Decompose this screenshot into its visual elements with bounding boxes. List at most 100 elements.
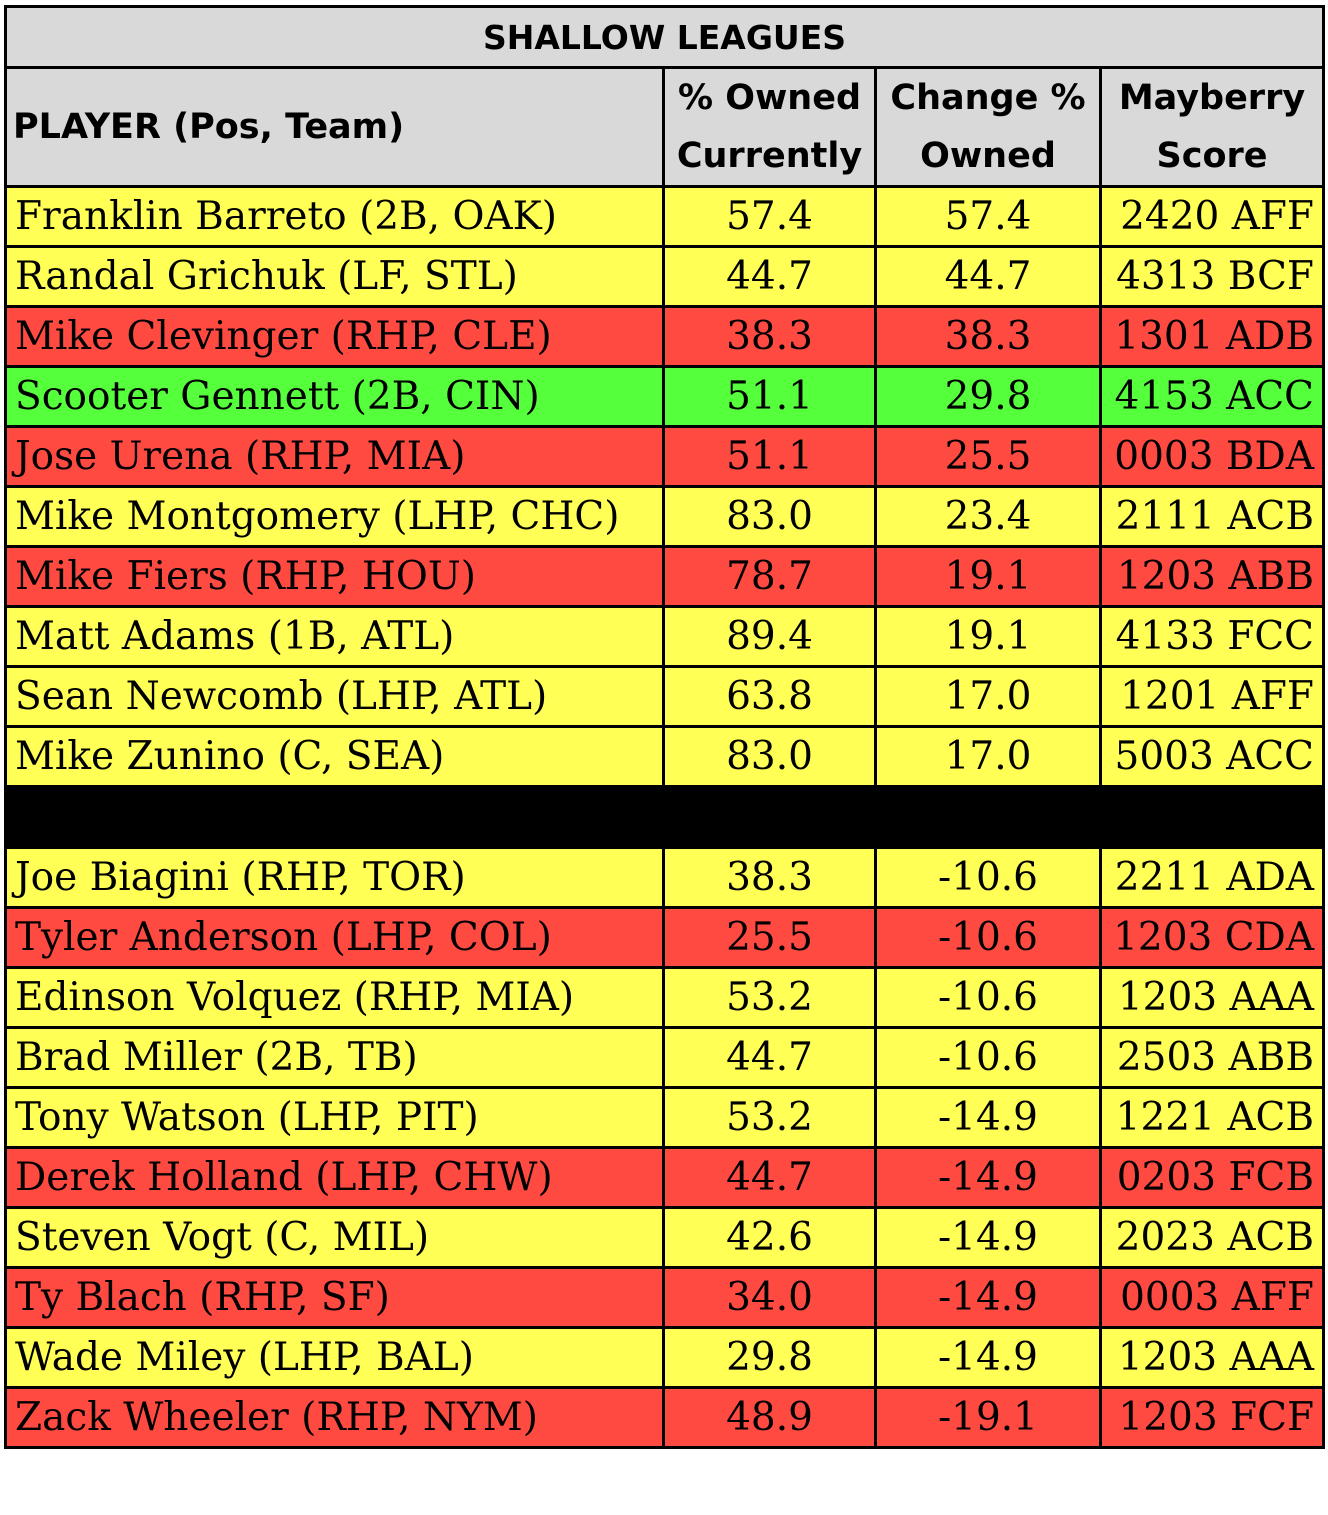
change-cell: -10.6 xyxy=(874,846,1102,909)
change-cell: -10.6 xyxy=(874,1026,1102,1089)
owned-cell: 89.4 xyxy=(662,605,877,668)
owned-cell: 83.0 xyxy=(662,725,877,788)
player-name-cell: Wade Miley (LHP, BAL) xyxy=(4,1326,665,1389)
change-cell: -14.9 xyxy=(874,1206,1102,1269)
score-cell: 1203 FCF xyxy=(1099,1386,1325,1449)
change-cell: 44.7 xyxy=(874,245,1102,308)
score-cell: 2503 ABB xyxy=(1099,1026,1325,1089)
change-cell: -14.9 xyxy=(874,1326,1102,1389)
change-cell: 25.5 xyxy=(874,425,1102,488)
header-owned-line1: % Owned xyxy=(677,78,862,118)
change-cell: 17.0 xyxy=(874,665,1102,728)
player-name-cell: Joe Biagini (RHP, TOR) xyxy=(4,846,665,909)
owned-cell: 44.7 xyxy=(662,245,877,308)
player-name-cell: Mike Clevinger (RHP, CLE) xyxy=(4,305,665,368)
player-name-cell: Tyler Anderson (LHP, COL) xyxy=(4,906,665,969)
separator-body xyxy=(4,785,1325,849)
player-name-cell: Brad Miller (2B, TB) xyxy=(4,1026,665,1089)
owned-cell: 25.5 xyxy=(662,906,877,969)
table-row: Edinson Volquez (RHP, MIA) 53.2 -10.6 1203 … xyxy=(4,966,1325,1029)
owned-cell: 78.7 xyxy=(662,545,877,608)
player-name-cell: Zack Wheeler (RHP, NYM) xyxy=(4,1386,665,1449)
table-row: Joe Biagini (RHP, TOR) 38.3 -10.6 2211 ADA xyxy=(4,846,1325,909)
score-cell: 4133 FCC xyxy=(1099,605,1325,668)
table-row: Steven Vogt (C, MIL) 42.6 -14.9 2023 ACB xyxy=(4,1206,1325,1269)
table-row: Brad Miller (2B, TB) 44.7 -10.6 2503 ABB xyxy=(4,1026,1325,1089)
score-cell: 0003 BDA xyxy=(1099,425,1325,488)
score-cell: 2211 ADA xyxy=(1099,846,1325,909)
score-cell: 2023 ACB xyxy=(1099,1206,1325,1269)
change-cell: -14.9 xyxy=(874,1086,1102,1149)
change-cell: 19.1 xyxy=(874,545,1102,608)
change-cell: 19.1 xyxy=(874,605,1102,668)
section-separator xyxy=(4,785,1325,849)
ownership-table-container: SHALLOW LEAGUES PLAYER (Pos, Team) % Own… xyxy=(4,5,1325,1449)
change-cell: 29.8 xyxy=(874,365,1102,428)
risers-body: Franklin Barreto (2B, OAK) 57.4 57.4 2420 A… xyxy=(4,185,1325,788)
table-row: Scooter Gennett (2B, CIN) 51.1 29.8 4153 AC… xyxy=(4,365,1325,428)
player-name-cell: Jose Urena (RHP, MIA) xyxy=(4,425,665,488)
change-cell: 57.4 xyxy=(874,185,1102,248)
owned-cell: 63.8 xyxy=(662,665,877,728)
score-cell: 4153 ACC xyxy=(1099,365,1325,428)
score-cell: 1203 ABB xyxy=(1099,545,1325,608)
table-row: Ty Blach (RHP, SF) 34.0 -14.9 0003 AFF xyxy=(4,1266,1325,1329)
player-name-cell: Steven Vogt (C, MIL) xyxy=(4,1206,665,1269)
score-cell: 1203 CDA xyxy=(1099,906,1325,969)
table-row: Mike Fiers (RHP, HOU) 78.7 19.1 1203 ABB xyxy=(4,545,1325,608)
owned-cell: 83.0 xyxy=(662,485,877,548)
change-cell: 17.0 xyxy=(874,725,1102,788)
header-change-line1: Change % xyxy=(890,78,1086,118)
owned-cell: 38.3 xyxy=(662,305,877,368)
header-change: Change % Owned xyxy=(874,66,1102,188)
table-row: Tony Watson (LHP, PIT) 53.2 -14.9 1221 ACB xyxy=(4,1086,1325,1149)
player-name-cell: Derek Holland (LHP, CHW) xyxy=(4,1146,665,1209)
score-cell: 1203 AAA xyxy=(1099,1326,1325,1389)
change-cell: -14.9 xyxy=(874,1266,1102,1329)
table-title: SHALLOW LEAGUES xyxy=(4,5,1325,69)
fallers-body: Joe Biagini (RHP, TOR) 38.3 -10.6 2211 ADA T… xyxy=(4,846,1325,1449)
owned-cell: 38.3 xyxy=(662,846,877,909)
owned-cell: 44.7 xyxy=(662,1026,877,1089)
player-name-cell: Franklin Barreto (2B, OAK) xyxy=(4,185,665,248)
score-cell: 1301 ADB xyxy=(1099,305,1325,368)
header-score-line1: Mayberry xyxy=(1118,78,1306,118)
player-name-cell: Tony Watson (LHP, PIT) xyxy=(4,1086,665,1149)
header-score-line2: Score xyxy=(1156,136,1268,176)
change-cell: -14.9 xyxy=(874,1146,1102,1209)
player-name-cell: Edinson Volquez (RHP, MIA) xyxy=(4,966,665,1029)
player-name-cell: Matt Adams (1B, ATL) xyxy=(4,605,665,668)
table-row: Zack Wheeler (RHP, NYM) 48.9 -19.1 1203 FCF xyxy=(4,1386,1325,1449)
score-cell: 1203 AAA xyxy=(1099,966,1325,1029)
owned-cell: 29.8 xyxy=(662,1326,877,1389)
header-change-line2: Owned xyxy=(920,136,1056,176)
owned-cell: 57.4 xyxy=(662,185,877,248)
header-player: PLAYER (Pos, Team) xyxy=(4,66,665,188)
score-cell: 0003 AFF xyxy=(1099,1266,1325,1329)
change-cell: 23.4 xyxy=(874,485,1102,548)
change-cell: -10.6 xyxy=(874,906,1102,969)
owned-cell: 34.0 xyxy=(662,1266,877,1329)
table-row: Randal Grichuk (LF, STL) 44.7 44.7 4313 BCF xyxy=(4,245,1325,308)
player-name-cell: Ty Blach (RHP, SF) xyxy=(4,1266,665,1329)
score-cell: 1221 ACB xyxy=(1099,1086,1325,1149)
score-cell: 0203 FCB xyxy=(1099,1146,1325,1209)
table-row: Mike Clevinger (RHP, CLE) 38.3 38.3 1301 AD… xyxy=(4,305,1325,368)
change-cell: -19.1 xyxy=(874,1386,1102,1449)
owned-cell: 44.7 xyxy=(662,1146,877,1209)
owned-cell: 48.9 xyxy=(662,1386,877,1449)
table-row: Matt Adams (1B, ATL) 89.4 19.1 4133 FCC xyxy=(4,605,1325,668)
score-cell: 2420 AFF xyxy=(1099,185,1325,248)
player-name-cell: Randal Grichuk (LF, STL) xyxy=(4,245,665,308)
player-name-cell: Mike Zunino (C, SEA) xyxy=(4,725,665,788)
table-row: Wade Miley (LHP, BAL) 29.8 -14.9 1203 AAA xyxy=(4,1326,1325,1389)
ownership-table: SHALLOW LEAGUES PLAYER (Pos, Team) % Own… xyxy=(4,5,1325,1449)
table-row: Franklin Barreto (2B, OAK) 57.4 57.4 2420 A… xyxy=(4,185,1325,248)
table-row: Jose Urena (RHP, MIA) 51.1 25.5 0003 BDA xyxy=(4,425,1325,488)
table-row: Sean Newcomb (LHP, ATL) 63.8 17.0 1201 AFF xyxy=(4,665,1325,728)
player-name-cell: Sean Newcomb (LHP, ATL) xyxy=(4,665,665,728)
score-cell: 5003 ACC xyxy=(1099,725,1325,788)
table-row: Mike Montgomery (LHP, CHC) 83.0 23.4 2111 A… xyxy=(4,485,1325,548)
table-row: Mike Zunino (C, SEA) 83.0 17.0 5003 ACC xyxy=(4,725,1325,788)
table-row: Derek Holland (LHP, CHW) 44.7 -14.9 0203 FC… xyxy=(4,1146,1325,1209)
